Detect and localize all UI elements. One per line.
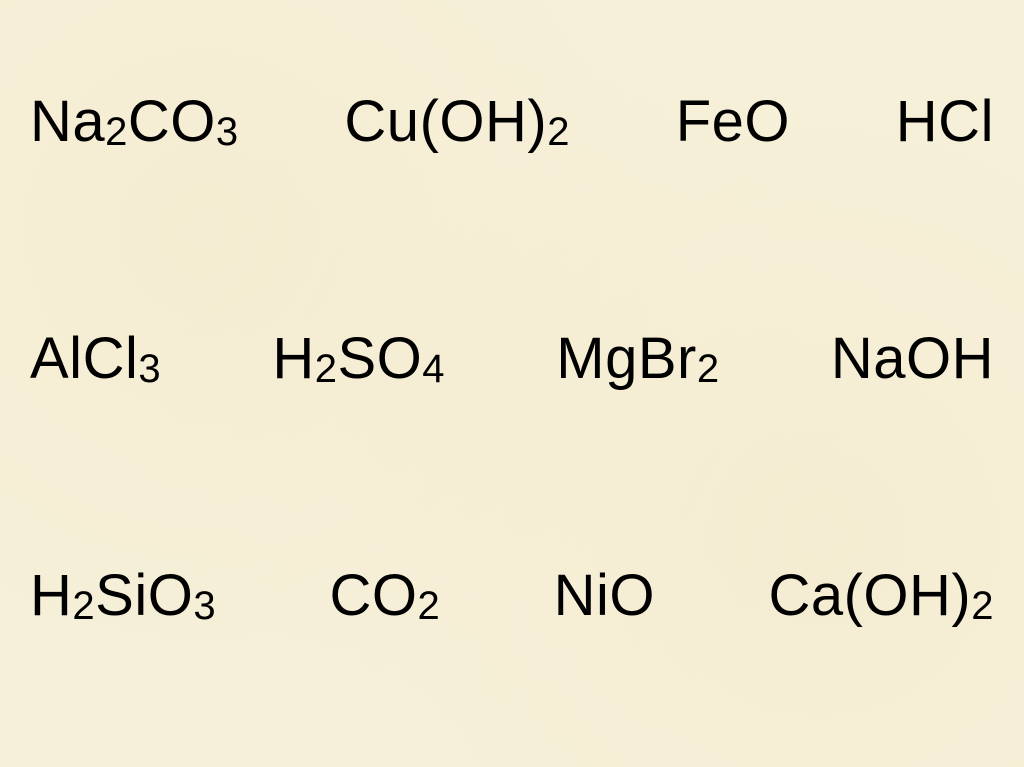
formula-nio: NiO xyxy=(554,562,655,629)
formula-feo: FeO xyxy=(676,88,790,155)
formula-hcl: HCl xyxy=(896,88,994,155)
row-1: Na2CO3 Cu(OH)2 FeO HCl xyxy=(30,88,994,155)
formula-grid: Na2CO3 Cu(OH)2 FeO HCl AlCl3 H2SO4 MgBr2… xyxy=(0,0,1024,629)
row-3: H2SiO3 CO2 NiO Ca(OH)2 xyxy=(30,562,994,629)
formula-cuoh2: Cu(OH)2 xyxy=(344,88,570,155)
row-2: AlCl3 H2SO4 MgBr2 NaOH xyxy=(30,325,994,392)
formula-naoh: NaOH xyxy=(831,325,994,392)
formula-na2co3: Na2CO3 xyxy=(30,88,239,155)
formula-mgbr2: MgBr2 xyxy=(556,325,719,392)
formula-co2: CO2 xyxy=(329,562,440,629)
formula-alcl3: AlCl3 xyxy=(30,325,161,392)
formula-h2sio3: H2SiO3 xyxy=(30,562,216,629)
formula-caoh2: Ca(OH)2 xyxy=(768,562,994,629)
formula-h2so4: H2SO4 xyxy=(272,325,445,392)
